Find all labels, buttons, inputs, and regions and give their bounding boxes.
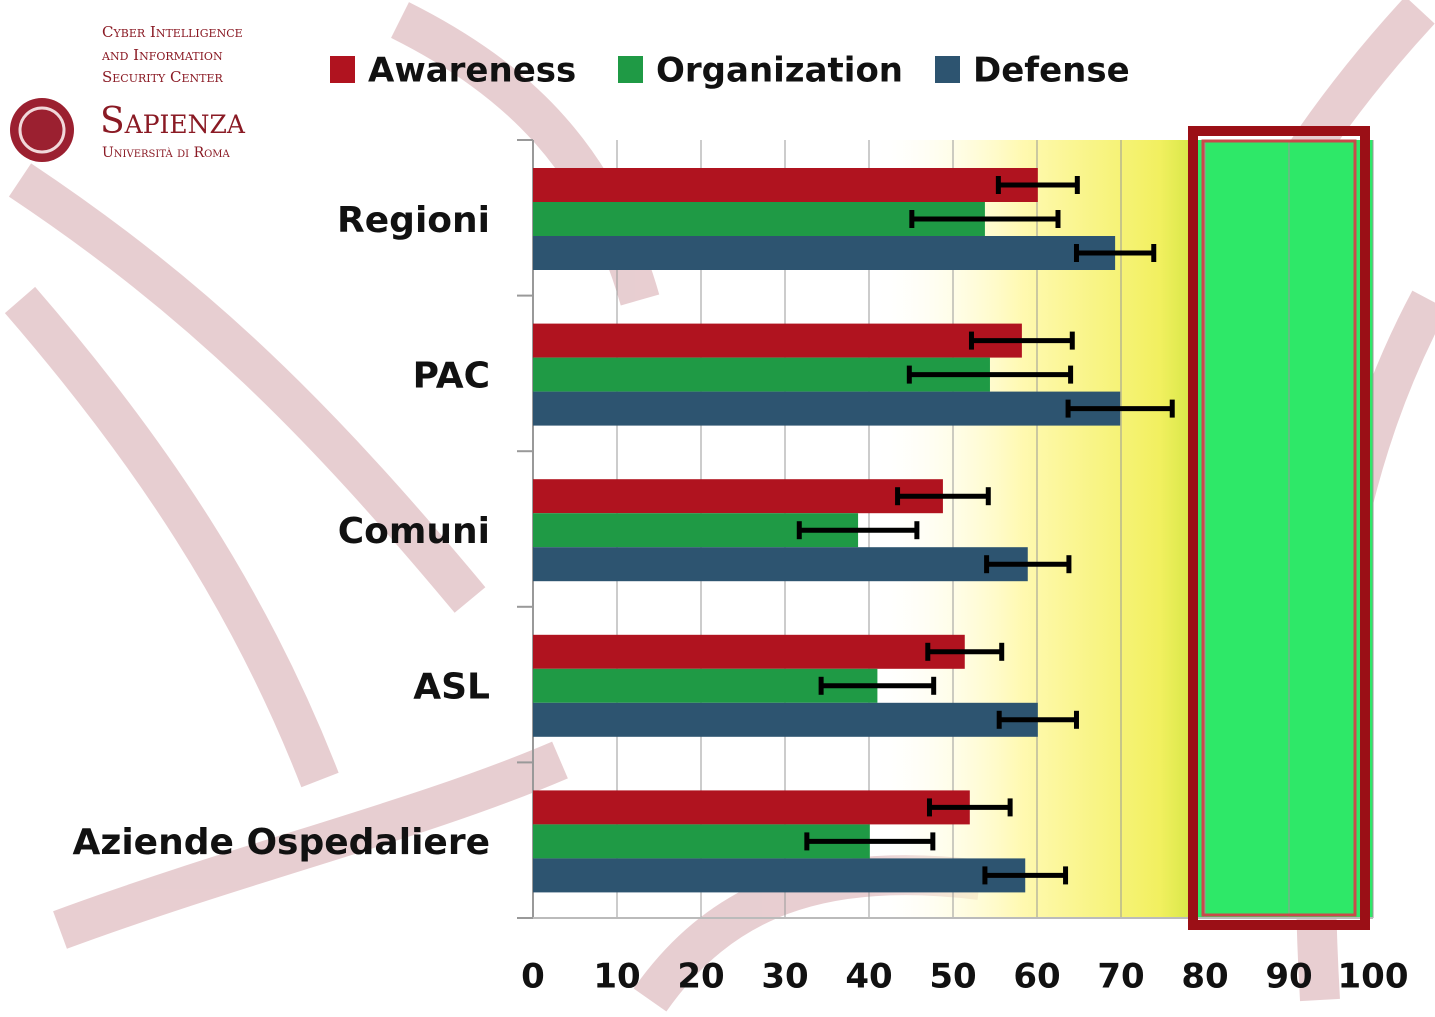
logo: Cyber Intelligence and Information Secur…	[10, 23, 246, 162]
bar	[533, 323, 1022, 358]
error-bar	[926, 798, 1013, 817]
x-tick-label: 50	[929, 957, 976, 997]
category-label: Aziende Ospedaliere	[73, 822, 490, 863]
x-tick-label: 70	[1097, 957, 1144, 997]
error-bar	[895, 487, 991, 506]
logo-seal-ring	[18, 106, 66, 154]
x-tick-label: 100	[1338, 957, 1409, 997]
highlight-frame-inner	[1201, 139, 1357, 917]
x-tick-label: 0	[521, 957, 545, 997]
bar	[533, 479, 943, 514]
error-bar	[906, 365, 1074, 384]
error-bar	[982, 866, 1069, 885]
legend-label: Organization	[656, 51, 903, 91]
error-bar	[909, 210, 1061, 228]
error-bar	[796, 521, 920, 540]
error-bar	[818, 676, 937, 695]
error-bar	[1073, 244, 1157, 262]
x-tick-label: 40	[845, 957, 892, 997]
bar	[533, 236, 1116, 270]
target-zone	[1193, 140, 1373, 918]
error-bar	[804, 832, 936, 851]
bar	[533, 702, 1038, 737]
error-bar	[968, 331, 1075, 350]
error-bar	[1065, 399, 1175, 418]
highlight-frame	[1188, 126, 1370, 930]
legend-swatch	[330, 56, 355, 83]
category-label: PAC	[413, 355, 490, 396]
error-bar	[996, 710, 1079, 729]
logo-subtitle: Università di Roma	[102, 145, 231, 161]
logo-line: Security Center	[102, 68, 223, 86]
legend-swatch	[935, 56, 960, 83]
x-tick-label: 90	[1265, 957, 1312, 997]
legend-label: Defense	[973, 51, 1130, 91]
category-label: Regioni	[337, 200, 490, 241]
logo-name: Sapienza	[100, 101, 246, 142]
bar	[533, 790, 970, 825]
bar	[533, 168, 1038, 202]
error-bar	[925, 642, 1005, 661]
x-tick-label: 60	[1013, 957, 1060, 997]
error-bar	[984, 555, 1072, 574]
error-bar	[995, 176, 1080, 194]
bar	[533, 634, 965, 669]
category-label: Comuni	[338, 511, 490, 552]
category-label: ASL	[413, 667, 490, 708]
legend-label: Awareness	[368, 51, 576, 91]
bar	[533, 391, 1121, 426]
legend-swatch	[618, 56, 643, 83]
logo-line: Cyber Intelligence	[102, 23, 243, 41]
logo-line: and Information	[101, 46, 223, 64]
x-tick-label: 30	[761, 957, 808, 997]
x-tick-label: 10	[593, 957, 640, 997]
bar	[533, 547, 1028, 582]
x-tick-label: 20	[677, 957, 724, 997]
bar	[533, 858, 1026, 893]
x-tick-label: 80	[1181, 957, 1228, 997]
